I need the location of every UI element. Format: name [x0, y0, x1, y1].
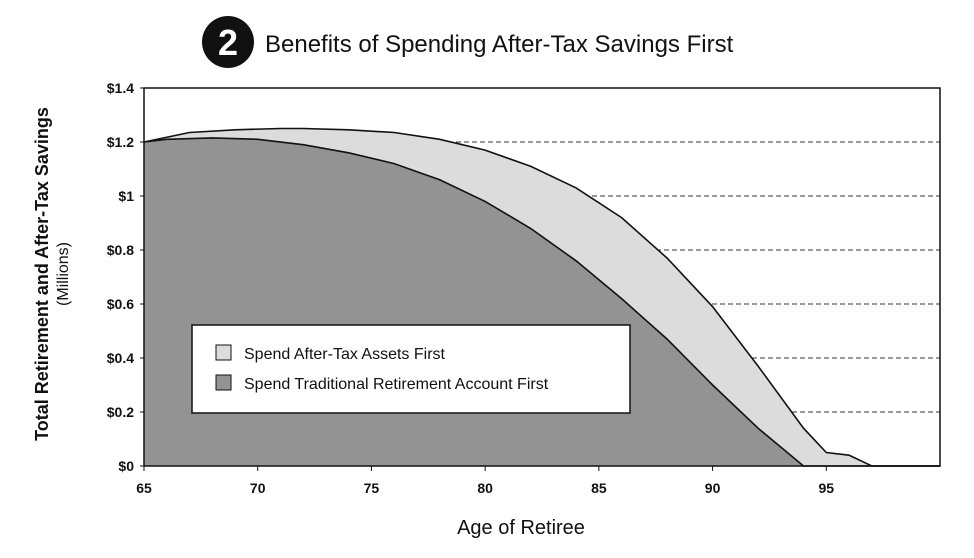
y-tick-label: $0.4 [107, 350, 134, 366]
y-tick-label: $0.6 [107, 296, 134, 312]
x-tick-label: 95 [818, 480, 834, 496]
x-axis-label: Age of Retiree [457, 517, 585, 539]
y-tick-label: $1.2 [107, 134, 134, 150]
y-axis-label: Total Retirement and After-Tax Savings [32, 107, 52, 441]
x-tick-label: 75 [364, 480, 380, 496]
y-tick-label: $0 [118, 458, 134, 474]
y-axis-label-group: Total Retirement and After-Tax Savings (… [32, 107, 72, 441]
x-axis-ticks: 65 70 75 80 85 90 95 [136, 466, 834, 496]
y-axis-label-units: (Millions) [55, 242, 72, 306]
y-tick-label: $0.8 [107, 242, 134, 258]
y-axis-ticks: $0 $0.2 $0.4 $0.6 $0.8 $1 $1.2 $1.4 [107, 80, 144, 474]
legend-label-traditional: Spend Traditional Retirement Account Fir… [244, 376, 549, 393]
legend-swatch-after-tax [215, 344, 232, 361]
figure-number-badge [202, 16, 254, 68]
x-tick-label: 65 [136, 480, 152, 496]
legend-box [191, 324, 631, 414]
legend-label-after-tax: Spend After-Tax Assets First [244, 346, 446, 363]
legend: Spend After-Tax Assets First Spend Tradi… [191, 324, 631, 414]
y-tick-label: $0.2 [107, 404, 134, 420]
x-tick-label: 90 [705, 480, 721, 496]
figure-number: 2 [218, 22, 238, 63]
y-tick-label: $1 [118, 188, 134, 204]
plot-frame [143, 87, 941, 467]
x-tick-label: 80 [477, 480, 493, 496]
series-areas [143, 127, 940, 467]
legend-swatch-traditional [215, 374, 232, 391]
x-tick-label: 85 [591, 480, 607, 496]
x-tick-label: 70 [250, 480, 266, 496]
y-tick-label: $1.4 [107, 80, 134, 96]
chart-title: Benefits of Spending After-Tax Savings F… [265, 31, 734, 58]
series-line-0 [143, 127, 940, 467]
